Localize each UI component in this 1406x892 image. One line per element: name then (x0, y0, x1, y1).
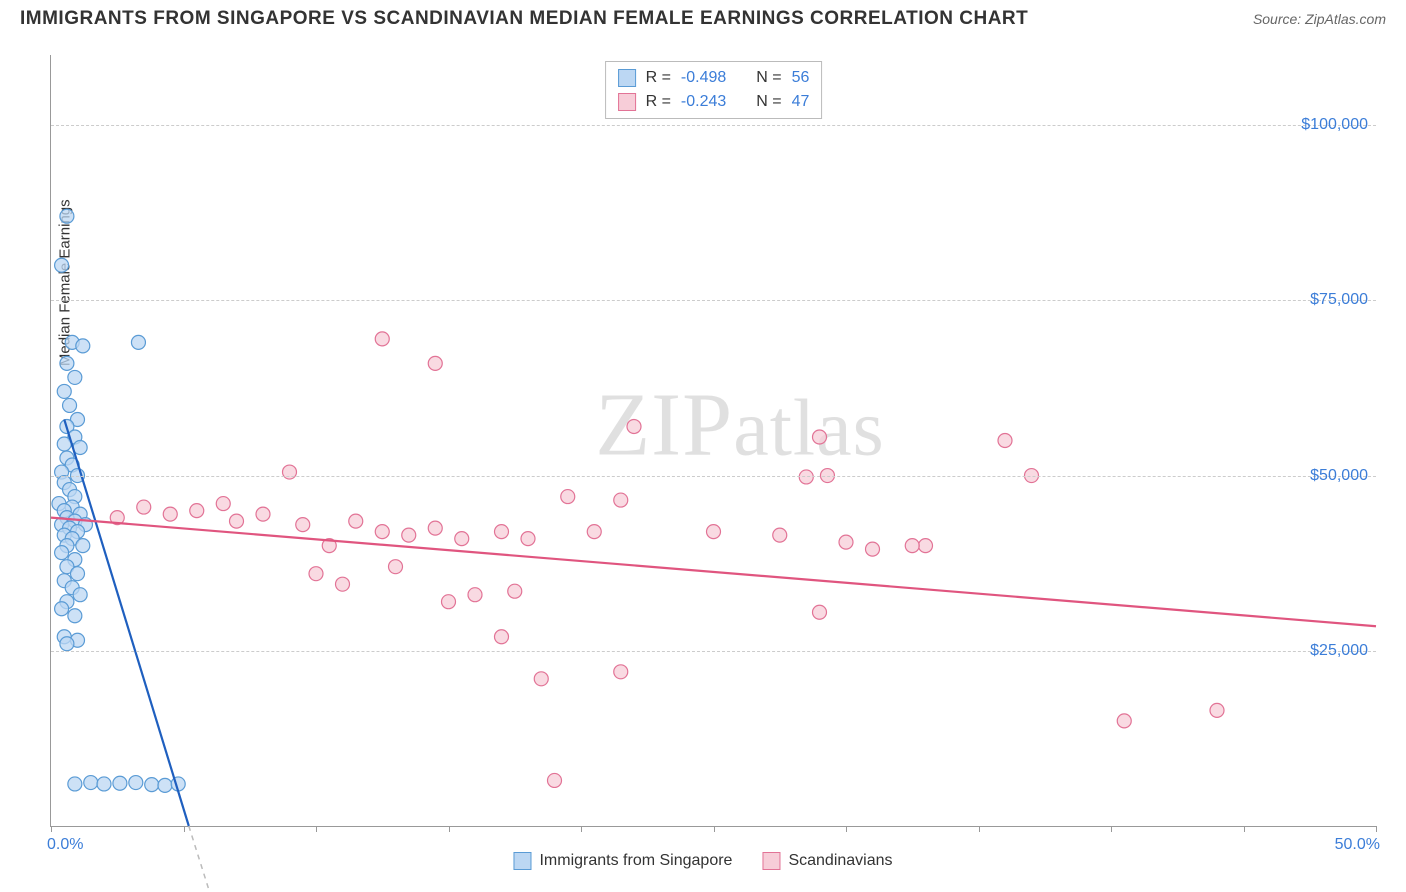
y-tick-label: $75,000 (1310, 291, 1368, 309)
r-label-2: R = (646, 90, 671, 114)
data-point (495, 630, 509, 644)
correlation-stats-box: R = -0.498 N = 56 R = -0.243 N = 47 (605, 61, 823, 119)
data-point (813, 605, 827, 619)
data-point (375, 332, 389, 346)
x-tick-label-left: 0.0% (47, 836, 83, 854)
data-point (55, 602, 69, 616)
data-point (534, 672, 548, 686)
data-point (707, 525, 721, 539)
y-tick-label: $100,000 (1301, 116, 1368, 134)
data-point (1117, 714, 1131, 728)
data-point (190, 504, 204, 518)
data-point (113, 776, 127, 790)
data-point (442, 595, 456, 609)
data-point (495, 525, 509, 539)
data-point (561, 490, 575, 504)
data-point (256, 507, 270, 521)
data-point (309, 567, 323, 581)
stats-row-series-1: R = -0.498 N = 56 (618, 66, 810, 90)
data-point (799, 470, 813, 484)
swatch-series-2 (618, 93, 636, 111)
data-point (76, 339, 90, 353)
data-point (68, 609, 82, 623)
data-point (145, 778, 159, 792)
data-point (216, 497, 230, 511)
data-point (866, 542, 880, 556)
data-point (73, 588, 87, 602)
data-point (163, 507, 177, 521)
header: IMMIGRANTS FROM SINGAPORE VS SCANDINAVIA… (0, 0, 1406, 34)
data-point (375, 525, 389, 539)
data-point (336, 577, 350, 591)
data-point (230, 514, 244, 528)
data-point (55, 546, 69, 560)
data-point (283, 465, 297, 479)
n-label-2: N = (756, 90, 781, 114)
data-point (60, 356, 74, 370)
swatch-series-1 (618, 69, 636, 87)
legend-swatch-1 (513, 852, 531, 870)
data-point (468, 588, 482, 602)
data-point (296, 518, 310, 532)
data-point (839, 535, 853, 549)
source-attribution: Source: ZipAtlas.com (1253, 11, 1386, 27)
legend-label-1: Immigrants from Singapore (539, 852, 732, 870)
data-point (55, 258, 69, 272)
n-value-2: 47 (792, 90, 810, 114)
n-label-1: N = (756, 66, 781, 90)
data-point (919, 539, 933, 553)
data-point (548, 773, 562, 787)
data-point (68, 370, 82, 384)
legend-item-1: Immigrants from Singapore (513, 852, 732, 870)
data-point (627, 419, 641, 433)
y-tick-label: $50,000 (1310, 467, 1368, 485)
data-point (428, 356, 442, 370)
data-point (84, 776, 98, 790)
data-point (137, 500, 151, 514)
data-point (97, 777, 111, 791)
data-point (76, 539, 90, 553)
chart-title: IMMIGRANTS FROM SINGAPORE VS SCANDINAVIA… (20, 8, 1028, 30)
data-point (455, 532, 469, 546)
data-point (813, 430, 827, 444)
data-point (129, 776, 143, 790)
n-value-1: 56 (792, 66, 810, 90)
data-point (68, 777, 82, 791)
data-point (349, 514, 363, 528)
scatter-plot-svg (51, 55, 1376, 826)
r-value-1: -0.498 (681, 66, 726, 90)
chart-plot-area: Median Female Earnings ZIPatlas R = -0.4… (50, 55, 1376, 827)
data-point (63, 398, 77, 412)
data-point (71, 567, 85, 581)
legend-item-2: Scandinavians (762, 852, 892, 870)
trend-line (64, 419, 189, 826)
data-point (508, 584, 522, 598)
data-point (60, 637, 74, 651)
data-point (614, 493, 628, 507)
r-label-1: R = (646, 66, 671, 90)
data-point (773, 528, 787, 542)
data-point (158, 778, 172, 792)
data-point (1210, 703, 1224, 717)
data-point (998, 434, 1012, 448)
data-point (428, 521, 442, 535)
legend: Immigrants from Singapore Scandinavians (513, 852, 892, 870)
stats-row-series-2: R = -0.243 N = 47 (618, 90, 810, 114)
data-point (905, 539, 919, 553)
legend-label-2: Scandinavians (788, 852, 892, 870)
data-point (614, 665, 628, 679)
x-tick-label-right: 50.0% (1335, 836, 1380, 854)
data-point (587, 525, 601, 539)
r-value-2: -0.243 (681, 90, 726, 114)
data-point (57, 384, 71, 398)
data-point (60, 209, 74, 223)
data-point (521, 532, 535, 546)
y-tick-label: $25,000 (1310, 642, 1368, 660)
data-point (131, 335, 145, 349)
data-point (389, 560, 403, 574)
legend-swatch-2 (762, 852, 780, 870)
data-point (402, 528, 416, 542)
